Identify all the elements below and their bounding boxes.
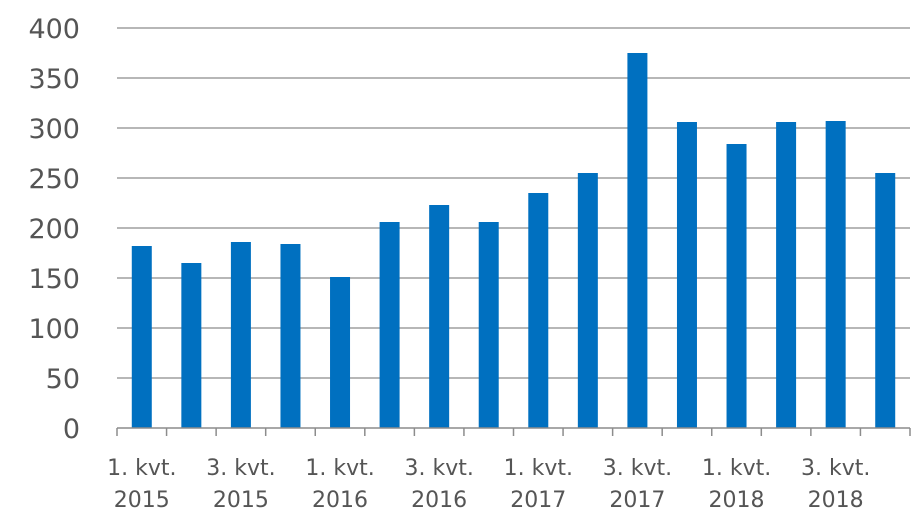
y-tick-label: 250 <box>28 164 80 195</box>
x-tick-label-line2: 2017 <box>609 488 665 513</box>
bar <box>379 222 400 428</box>
bar <box>181 263 202 428</box>
x-tick-label-line2: 2018 <box>808 488 864 513</box>
bar <box>131 246 152 428</box>
y-tick-label: 400 <box>28 14 80 45</box>
bar <box>825 121 846 428</box>
x-tick-label-line1: 1. kvt. <box>107 456 176 481</box>
y-tick-label: 100 <box>28 314 80 345</box>
bars <box>131 53 896 428</box>
y-tick-label: 0 <box>63 414 80 445</box>
x-tick-label-line2: 2015 <box>213 488 269 513</box>
bar <box>330 277 351 428</box>
bar <box>776 122 797 428</box>
x-tick-label-line2: 2016 <box>411 488 467 513</box>
x-tick-label-line1: 3. kvt. <box>206 456 275 481</box>
y-tick-label: 200 <box>28 214 80 245</box>
bar <box>429 205 450 428</box>
y-tick-label: 300 <box>28 114 80 145</box>
x-tick-label-line1: 3. kvt. <box>603 456 672 481</box>
bar <box>528 193 549 428</box>
x-tick-label-line2: 2016 <box>312 488 368 513</box>
bar <box>676 122 697 428</box>
x-tick-label-line1: 1. kvt. <box>305 456 374 481</box>
x-tick-label-line1: 3. kvt. <box>404 456 473 481</box>
bar <box>478 222 499 428</box>
bar <box>627 53 648 428</box>
x-axis <box>116 427 911 436</box>
x-tick-label-line1: 3. kvt. <box>801 456 870 481</box>
bar <box>726 144 747 428</box>
x-tick-label-line2: 2018 <box>709 488 765 513</box>
x-axis-tick-labels: 1. kvt. 2015 3. kvt. 2015 1. kvt. 2016 3. kvt.… <box>107 456 870 513</box>
x-tick-label-line2: 2015 <box>114 488 170 513</box>
y-tick-label: 150 <box>28 264 80 295</box>
bar <box>230 242 251 428</box>
x-tick-label-line2: 2017 <box>510 488 566 513</box>
bar <box>280 244 301 428</box>
bar <box>577 173 598 428</box>
y-axis-tick-labels: 0 50 100 150 200 250 300 350 400 <box>28 14 80 445</box>
x-tick-label-line1: 1. kvt. <box>504 456 573 481</box>
x-tick-label-line1: 1. kvt. <box>702 456 771 481</box>
y-tick-label: 50 <box>46 364 80 395</box>
y-tick-label: 350 <box>28 64 80 95</box>
bar <box>875 173 896 428</box>
